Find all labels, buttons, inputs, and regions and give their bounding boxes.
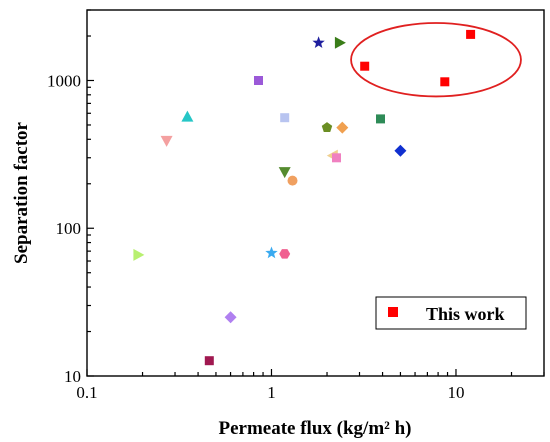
data-point-square: [280, 113, 290, 123]
data-point-diamond: [336, 121, 349, 134]
data-point-hexagon: [279, 249, 291, 259]
axis-tick-labels: 0.1 1 10 10 100 1000: [47, 71, 464, 402]
x-axis-title: Permeate flux (kg/m² h): [218, 418, 411, 439]
x-tick-label: 0.1: [76, 383, 97, 402]
data-point-square: [204, 356, 214, 366]
data-point-diamond: [224, 311, 237, 324]
data-point-square: [332, 153, 341, 163]
legend-box: [375, 296, 527, 330]
data-point-triangle-down: [160, 135, 173, 147]
data-point-star: [312, 36, 325, 49]
data-points: [133, 29, 476, 366]
legend-marker-this-work: [388, 307, 398, 317]
data-point-circle: [287, 175, 298, 186]
y-tick-label: 1000: [47, 71, 81, 90]
data-point-triangle-right: [334, 36, 346, 49]
x-tick-label: 1: [267, 383, 276, 402]
data-point-triangle-down: [278, 167, 291, 179]
highlight-ellipse: [350, 22, 522, 98]
data-point-square: [360, 61, 370, 71]
data-point-triangle-right: [133, 248, 145, 261]
data-point-square: [440, 77, 450, 87]
data-point-square: [466, 29, 476, 39]
data-point-pentagon: [321, 122, 333, 133]
y-tick-label: 10: [64, 367, 81, 386]
legend: This work: [375, 296, 527, 330]
legend-label-this-work: This work: [426, 304, 505, 324]
data-point-square: [254, 76, 263, 85]
data-point-triangle-up: [181, 110, 194, 122]
data-point-diamond: [394, 144, 407, 157]
y-axis-title: Separation factor: [11, 121, 32, 264]
x-tick-label: 10: [447, 383, 464, 402]
data-point-star: [265, 246, 278, 259]
plot-frame: [86, 9, 545, 377]
data-point-square: [376, 114, 385, 124]
axis-ticks: [86, 9, 545, 377]
y-tick-label: 100: [56, 219, 82, 238]
